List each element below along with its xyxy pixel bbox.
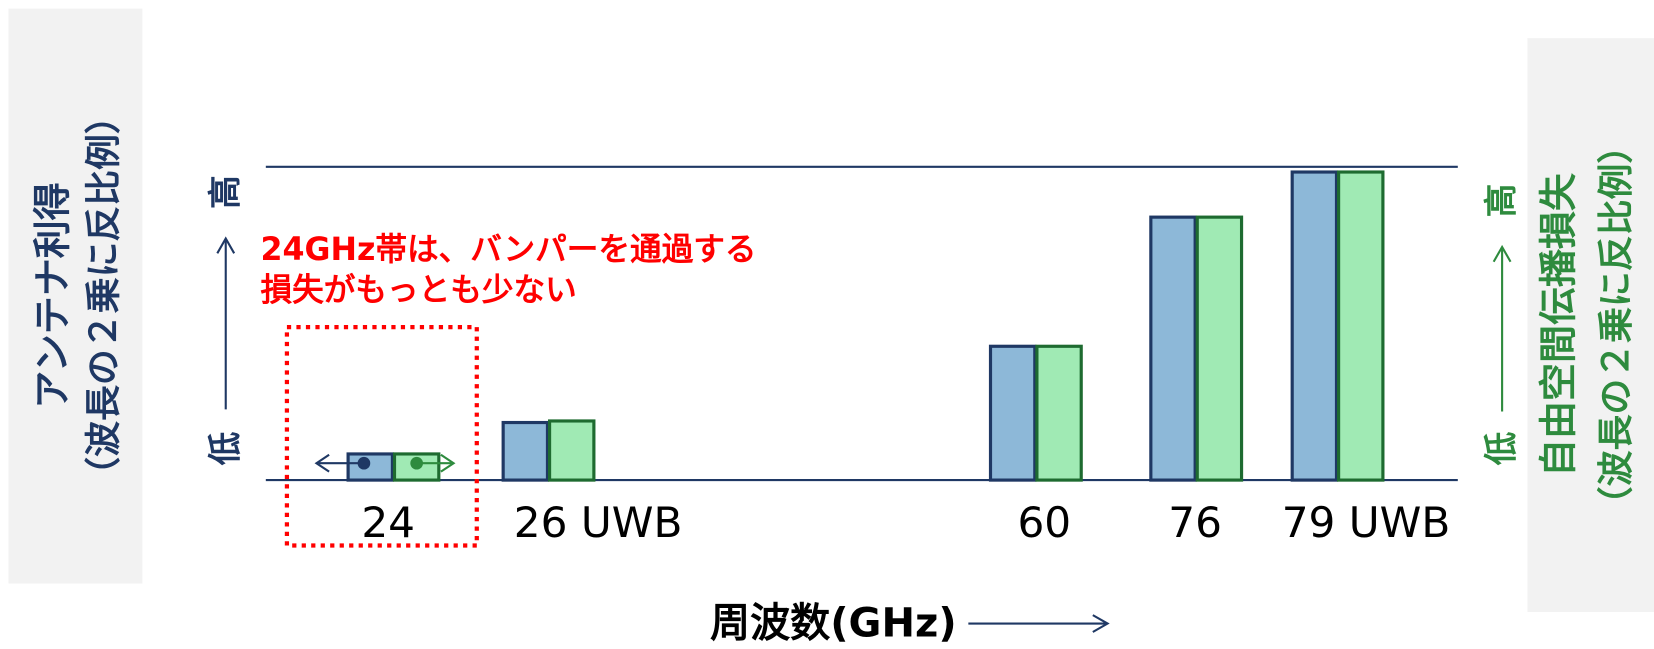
bar bbox=[1195, 215, 1244, 482]
bar bbox=[346, 452, 394, 482]
right-high: 高 bbox=[1482, 184, 1521, 218]
x-axis-title: 周波数(GHz) bbox=[710, 601, 957, 647]
bar bbox=[547, 419, 596, 482]
right-panel bbox=[1527, 38, 1654, 612]
left-high: 高 bbox=[205, 175, 244, 209]
bar bbox=[1290, 170, 1339, 482]
bar bbox=[1337, 170, 1385, 482]
x-tick-label: 76 bbox=[1168, 498, 1222, 547]
small-arrowhead bbox=[314, 453, 330, 473]
bars bbox=[346, 170, 1385, 482]
x-tick-label: 79 UWB bbox=[1282, 498, 1451, 547]
small-arrowhead bbox=[440, 453, 456, 473]
right-low: 低 bbox=[1482, 431, 1521, 465]
left-axis-subtitle: （波長の２乗に反比例） bbox=[83, 98, 124, 492]
left-axis-title: アンテナ利得 bbox=[30, 182, 74, 408]
right-axis-subtitle: （波長の２乗に反比例） bbox=[1596, 128, 1637, 522]
bar bbox=[1035, 344, 1083, 482]
bar bbox=[1149, 215, 1197, 482]
left-arrowhead bbox=[216, 236, 236, 254]
left-panel bbox=[8, 8, 143, 584]
left-low: 低 bbox=[205, 431, 244, 465]
highlight-box bbox=[284, 325, 479, 548]
left-axis-title-group: アンテナ利得 （波長の２乗に反比例） bbox=[30, 98, 124, 492]
bar bbox=[501, 420, 550, 482]
right-axis-title: 自由空間伝播損失 bbox=[1537, 172, 1581, 477]
annotation: 損失がもっとも少ない bbox=[261, 272, 577, 308]
decoration bbox=[284, 325, 479, 548]
right-arrowhead bbox=[1492, 244, 1512, 263]
annotation: 24GHz帯は、バンパーを通過する bbox=[261, 232, 757, 268]
x-tick-label: 60 bbox=[1017, 498, 1071, 547]
dot bbox=[357, 456, 371, 470]
bar bbox=[988, 344, 1037, 482]
right-axis-title-group: 自由空間伝播損失 （波長の２乗に反比例） bbox=[1537, 128, 1637, 522]
dot bbox=[410, 456, 423, 470]
x-tick-label: 26 UWB bbox=[514, 498, 683, 547]
x-arrowhead bbox=[1092, 614, 1110, 633]
x-tick-label: 24 bbox=[361, 498, 415, 547]
